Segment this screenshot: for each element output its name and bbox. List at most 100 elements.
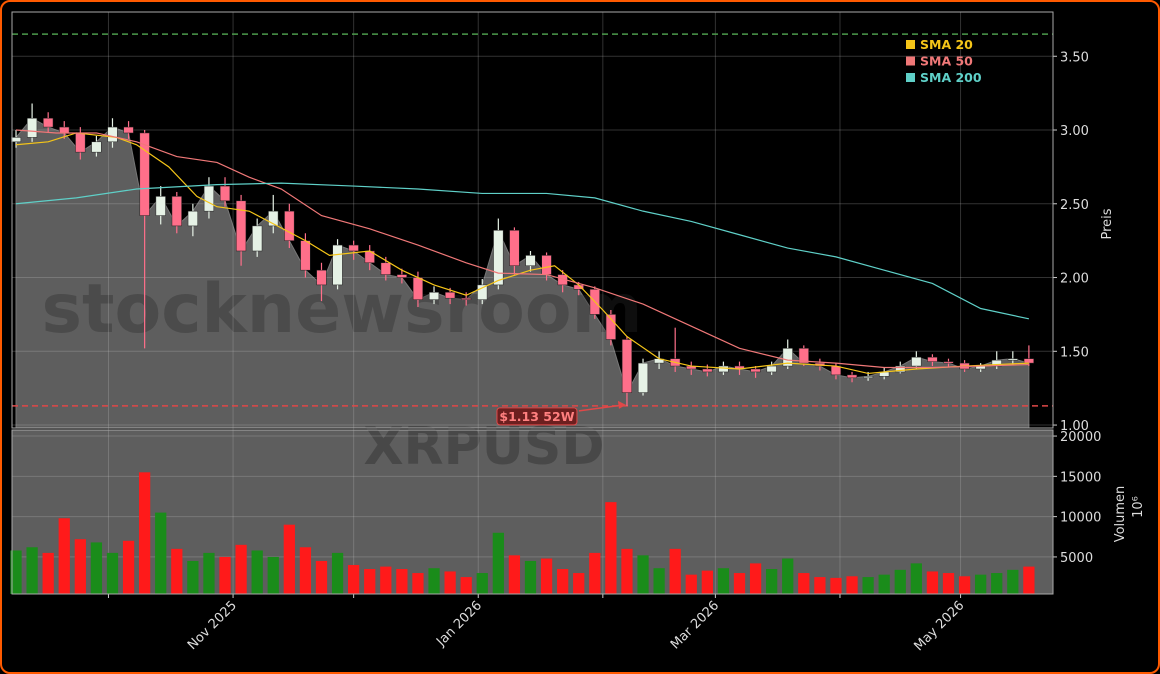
candle-body [91, 141, 102, 153]
volume-bar [428, 568, 440, 594]
volume-bar [412, 573, 424, 594]
volume-bar [331, 552, 344, 594]
sma-line [15, 182, 1030, 320]
legend-label: SMA 200 [920, 70, 982, 85]
candle-body [171, 196, 182, 227]
volume-bar [122, 540, 135, 594]
y-tick-label: 10000 [1060, 511, 1101, 526]
volume-bar [798, 573, 810, 594]
candle-body [75, 132, 86, 153]
candle-body [59, 126, 70, 134]
candle-body [155, 196, 166, 216]
volume-bar [782, 558, 794, 594]
candle-body [332, 244, 343, 286]
volume-bar [267, 556, 279, 594]
candle-body [123, 126, 134, 134]
candle-body [461, 297, 472, 300]
volume-bar [364, 569, 376, 594]
candle-body [27, 117, 38, 138]
volume-bar [106, 552, 119, 594]
volume-bar [958, 576, 971, 594]
volume-bar [139, 472, 151, 594]
candle-body [895, 365, 906, 373]
volume-bar [589, 552, 601, 594]
candle-body [43, 117, 54, 128]
annotation-box [496, 407, 578, 426]
annotation-arrowhead [617, 400, 626, 409]
legend-label: SMA 20 [920, 37, 973, 52]
volume-bar [749, 563, 762, 594]
x-tick-label: Mar 2026 [668, 598, 722, 652]
volume-bar [814, 577, 826, 594]
offset-label: 10⁶ [1131, 496, 1146, 518]
volume-panel-frame [11, 429, 1054, 595]
legend-swatch [906, 40, 915, 49]
y-axis-label: Volumen [1113, 486, 1128, 543]
volume-bar [1007, 569, 1019, 594]
annotation-text: $1.13 52W [499, 409, 574, 424]
legend-swatch [906, 73, 915, 82]
candle-body [637, 362, 649, 393]
candle-body [1007, 358, 1018, 361]
candle-body [846, 374, 858, 379]
x-tick-label: Nov 2025 [185, 598, 240, 653]
volume-bar [846, 576, 858, 594]
volume-bar [557, 569, 569, 594]
candle-body [219, 185, 231, 202]
y-tick-label: 2.00 [1060, 272, 1089, 287]
volume-bar [26, 547, 38, 594]
candle-body [284, 210, 295, 241]
candle-body [187, 210, 198, 227]
candle-body [525, 255, 536, 266]
volume-bar [476, 573, 488, 594]
candle-body [236, 200, 247, 252]
candle-body [445, 292, 456, 299]
annotation-arrow [578, 404, 625, 412]
x-tick-label: May 2026 [911, 598, 967, 654]
candle-body [621, 339, 633, 393]
volume-bar [219, 556, 231, 594]
volume-bar [1023, 566, 1035, 594]
candle-body [605, 314, 616, 340]
candle-body [139, 132, 150, 216]
y-axis-label: Preis [1100, 208, 1115, 239]
candle-body [107, 126, 118, 143]
y-tick-label: 1.00 [1060, 419, 1089, 434]
volume-bar [540, 558, 553, 594]
candle-body [203, 185, 215, 212]
volume-bar [653, 568, 665, 594]
candle-body [509, 230, 520, 266]
volume-bar [155, 512, 167, 594]
candle-body [396, 274, 407, 278]
legend-label: SMA 50 [920, 54, 973, 69]
volume-bar [460, 577, 472, 594]
candle-body [10, 137, 22, 143]
volume-bar [299, 547, 312, 594]
candle-body [268, 210, 279, 227]
volume-bar [348, 564, 360, 594]
volume-bar [621, 548, 633, 594]
y-tick-label: 20000 [1060, 430, 1101, 445]
volume-bar [685, 574, 697, 594]
candle-body [782, 348, 793, 367]
volume-bar [171, 548, 183, 594]
candle-body [943, 361, 954, 364]
y-tick-label: 15000 [1060, 470, 1101, 485]
volume-bar [58, 518, 70, 594]
volume-bar [878, 574, 890, 594]
y-tick-label: 3.50 [1060, 50, 1089, 65]
candle-body [493, 230, 504, 286]
volume-bar [187, 560, 199, 594]
volume-bar [991, 573, 1003, 594]
volume-bar [942, 573, 955, 594]
volume-bar [74, 539, 86, 594]
candle-body [927, 356, 938, 362]
volume-bar [444, 571, 456, 594]
volume-bar [283, 524, 295, 594]
x-tick-label: Jan 2026 [433, 598, 485, 650]
volume-bar [766, 569, 778, 594]
legend-swatch [906, 56, 915, 66]
candle-body [316, 269, 327, 286]
candle-body [750, 368, 761, 373]
